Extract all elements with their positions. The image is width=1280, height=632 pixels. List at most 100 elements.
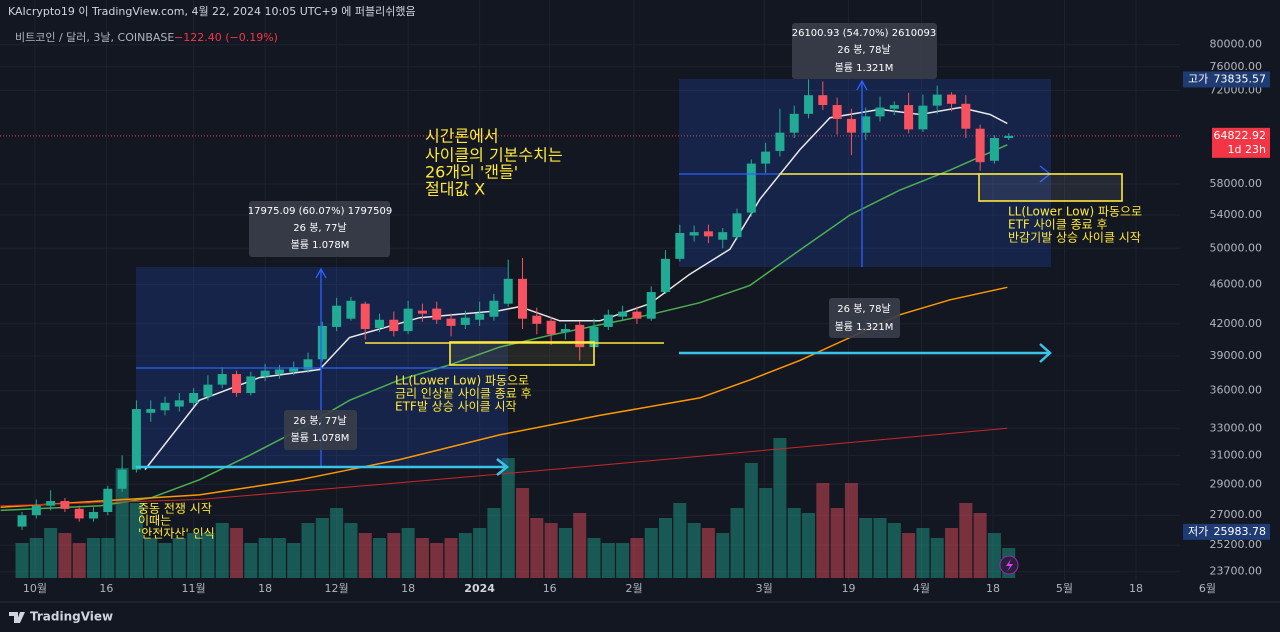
note: ETF발 상승 사이클 시작 — [395, 400, 517, 414]
candle-body — [475, 313, 485, 320]
range-label-box — [829, 298, 900, 338]
candle-body — [174, 400, 184, 407]
volume-bar — [930, 538, 944, 578]
candles — [17, 79, 1014, 530]
volume-bar — [830, 508, 844, 578]
volume-bar — [487, 508, 501, 578]
candle-body — [961, 103, 971, 129]
candle-body — [661, 258, 671, 293]
candle-body — [732, 213, 742, 238]
volume-bar — [616, 543, 630, 578]
note: 26개의 '캔들' — [425, 163, 518, 182]
volume-bar — [501, 458, 515, 578]
y-tick-label: 33000.00 — [1210, 421, 1263, 434]
candle-body — [632, 311, 642, 319]
candle-body — [46, 501, 56, 506]
x-tick-label: 18 — [401, 582, 415, 595]
range-box — [679, 79, 1051, 267]
candle-body — [189, 393, 199, 403]
candle-body — [432, 308, 442, 320]
x-tick-label: 2월 — [626, 582, 643, 595]
x-tick-label: 2024 — [464, 582, 495, 595]
candle-body — [417, 310, 427, 314]
candle-body — [17, 515, 27, 527]
volume-bar — [916, 528, 930, 578]
candle-body — [303, 359, 313, 370]
candle-body — [146, 409, 156, 413]
volume-bar — [516, 488, 530, 578]
range-label: 26100.93 (54.70%) 2610093 — [792, 28, 937, 39]
volume-bar — [315, 518, 329, 578]
candle-body — [575, 324, 585, 348]
low-label: 저가 — [1188, 525, 1208, 538]
volume-bar — [458, 533, 472, 578]
candle-body — [403, 308, 413, 332]
volume-bar — [716, 533, 730, 578]
candle-body — [718, 232, 728, 240]
candle-body — [775, 132, 785, 151]
volume-bar — [687, 523, 701, 578]
note: 중동 전쟁 시작 — [138, 502, 212, 516]
range-label: 볼륨 1.321M — [835, 321, 894, 333]
candle-body — [446, 318, 456, 326]
note: 이때는 — [138, 514, 171, 528]
volume-bar — [816, 483, 830, 578]
volume-bar — [201, 533, 215, 578]
grid — [0, 0, 1180, 580]
volume-bar — [301, 523, 315, 578]
volume-bar — [802, 513, 816, 578]
y-tick-label: 54000.00 — [1210, 208, 1263, 221]
volume-bar — [415, 538, 429, 578]
candle-body — [217, 374, 227, 385]
candle-body — [332, 305, 342, 327]
volume-bar — [344, 523, 358, 578]
volume-bar — [387, 533, 401, 578]
volume-bar — [444, 538, 458, 578]
candle-body — [546, 320, 556, 335]
candle-body — [346, 300, 356, 319]
volume-bar — [558, 528, 572, 578]
price-axis — [1180, 0, 1280, 600]
volume-bar — [644, 528, 658, 578]
note: 시간론에서 — [425, 127, 499, 146]
volume-bar — [187, 533, 201, 578]
x-tick-label: 18 — [1129, 582, 1143, 595]
volume-bar — [773, 438, 787, 578]
candle-body — [160, 402, 170, 411]
candle-body — [689, 232, 699, 236]
volume-bar — [287, 543, 301, 578]
volume-bar — [373, 538, 387, 578]
volume-bar — [473, 528, 487, 578]
candle-body — [60, 501, 70, 509]
countdown: 1d 23h — [1228, 143, 1266, 156]
candle-body — [131, 409, 141, 470]
candle-body — [389, 319, 399, 332]
note: '안전자산' 인식 — [138, 527, 215, 541]
low-label-box — [1183, 523, 1270, 540]
range-label: 26 봉, 77날 — [293, 415, 346, 427]
candle-body — [932, 94, 942, 106]
note: 사이클의 기본수치는 — [425, 146, 563, 165]
range-label: 볼륨 1.078M — [291, 239, 350, 251]
last-price-box — [1212, 127, 1270, 158]
candle-body — [804, 95, 814, 114]
candle-body — [861, 116, 871, 133]
y-tick-label: 31000.00 — [1210, 448, 1263, 461]
note: LL(Lower Low) 파동으로 — [395, 374, 529, 388]
volume-bar — [873, 518, 887, 578]
y-tick-label: 29000.00 — [1210, 477, 1263, 490]
y-tick-label: 36000.00 — [1210, 384, 1263, 397]
volume-bar — [759, 488, 773, 578]
candle-body — [703, 231, 713, 237]
volume-bar — [573, 513, 587, 578]
candle-body — [846, 118, 856, 133]
candle-body — [503, 278, 513, 304]
candle-body — [103, 488, 113, 513]
x-tick-label: 6월 — [1199, 582, 1216, 595]
last-price: 64822.92 — [1214, 129, 1267, 142]
volume-bar — [215, 523, 229, 578]
volume-bar — [15, 543, 29, 578]
range-label: 26 봉, 78날 — [837, 303, 890, 315]
range-label-box — [249, 201, 390, 257]
